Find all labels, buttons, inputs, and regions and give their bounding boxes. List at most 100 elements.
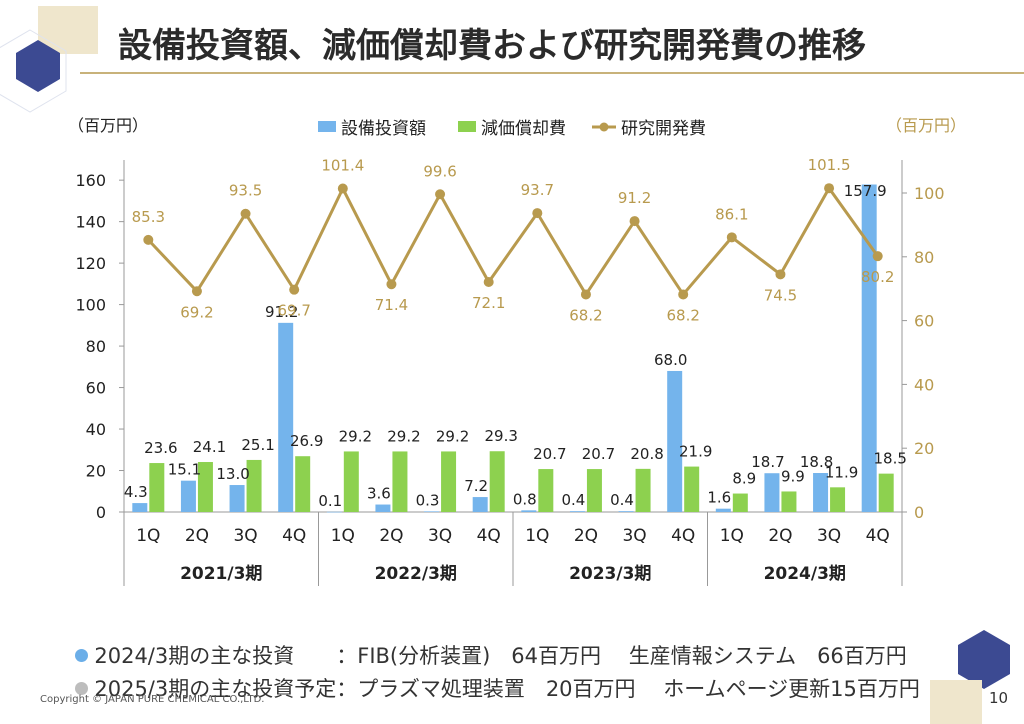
left-tick-label: 0 xyxy=(96,503,106,522)
rd-expense-point xyxy=(337,183,348,194)
x-tick-label: 1Q xyxy=(136,526,160,546)
left-tick-label: 140 xyxy=(75,213,106,232)
rd-expense-point xyxy=(435,189,446,200)
rd-expense-point xyxy=(191,286,202,297)
x-tick-label: 1Q xyxy=(331,526,355,546)
x-tick-label: 4Q xyxy=(477,526,501,546)
rd-expense-point xyxy=(289,284,300,295)
rd-expense-point xyxy=(678,289,689,300)
left-tick-label: 80 xyxy=(86,337,106,356)
bar-capex xyxy=(472,497,488,512)
capex-value-label: 4.3 xyxy=(124,483,148,501)
bar-capex xyxy=(813,473,829,512)
bar-depreciation xyxy=(878,473,894,512)
bar-depreciation xyxy=(489,451,505,512)
bullet-dot-icon xyxy=(75,649,89,662)
deco-navy-hexagon-2 xyxy=(958,630,1010,689)
bar-depreciation xyxy=(392,451,408,512)
bar-depreciation xyxy=(295,456,311,512)
bar-depreciation xyxy=(684,466,700,512)
right-tick-label: 20 xyxy=(914,439,934,458)
bar-depreciation xyxy=(343,451,359,512)
right-tick-label: 40 xyxy=(914,375,934,394)
combo-chart: 0 20 40 60 80 100 120 140 160 0 20 40 60 80 100 （百万円） （百… xyxy=(68,116,966,586)
depreciation-value-label: 25.1 xyxy=(241,436,274,454)
bullet-dot-icon xyxy=(75,682,89,695)
left-tick-label: 100 xyxy=(75,296,106,315)
rd-expense-point xyxy=(143,234,154,245)
rd-value-label: 71.4 xyxy=(375,296,408,314)
right-tick-label: 100 xyxy=(914,184,945,203)
corner-decoration-bottom-right xyxy=(930,630,1010,724)
x-tick-label: 1Q xyxy=(525,526,549,546)
right-tick-label: 0 xyxy=(914,503,924,522)
bar-capex xyxy=(618,511,634,512)
note-investment-plan-2025: 2025/3期の主な投資予定：プラズマ処理装置 20百万円 ホームページ更新15… xyxy=(62,649,920,703)
x-tick-label: 2Q xyxy=(574,526,598,546)
bar-depreciation xyxy=(586,469,602,512)
rd-expense-point xyxy=(580,289,591,300)
bar-capex xyxy=(326,511,342,513)
bar-capex xyxy=(667,370,683,512)
group-label: 2021/3期 xyxy=(180,564,262,584)
left-tick-label: 20 xyxy=(86,462,106,481)
note-investment-2024: 2024/3期の主な投資 ：FIB(分析装置) 64百万円 生産情報システム 6… xyxy=(62,616,907,670)
note-text: 2024/3期の主な投資 ：FIB(分析装置) 64百万円 生産情報システム 6… xyxy=(94,644,907,668)
rd-value-label: 91.2 xyxy=(618,189,651,207)
depreciation-value-label: 29.2 xyxy=(387,427,420,445)
deco-navy-hexagon xyxy=(16,40,60,92)
deco-outline-hexagon xyxy=(0,29,67,113)
rd-expense-point xyxy=(824,183,835,194)
right-tick-label: 80 xyxy=(914,248,934,267)
rd-expense-point xyxy=(240,208,251,219)
page-number: 10 xyxy=(989,689,1009,707)
capex-value-label: 91.2 xyxy=(265,303,298,321)
depreciation-value-label: 23.6 xyxy=(144,439,177,457)
x-tick-label: 3Q xyxy=(817,526,841,546)
bar-depreciation xyxy=(197,462,213,512)
depreciation-value-label: 11.9 xyxy=(825,463,858,481)
capex-value-label: 18.7 xyxy=(751,453,784,471)
group-label: 2024/3期 xyxy=(764,564,846,584)
x-tick-label: 1Q xyxy=(720,526,744,546)
left-unit-label: （百万円） xyxy=(68,116,148,135)
capex-value-label: 0.4 xyxy=(610,491,634,509)
x-tick-label: 4Q xyxy=(671,526,695,546)
page-title: 設備投資額、減価償却費および研究開発費の推移 xyxy=(118,26,866,66)
rd-expense-point xyxy=(483,277,494,288)
bar-capex xyxy=(521,510,537,512)
depreciation-value-label: 29.2 xyxy=(339,427,372,445)
capex-value-label: 1.6 xyxy=(707,489,731,507)
depreciation-value-label: 29.2 xyxy=(436,427,469,445)
bar-capex xyxy=(278,322,294,512)
x-tick-label: 4Q xyxy=(282,526,306,546)
bar-capex xyxy=(715,508,731,512)
rd-value-label: 101.4 xyxy=(321,157,364,175)
x-tick-label: 2Q xyxy=(768,526,792,546)
rd-value-label: 86.1 xyxy=(715,205,748,223)
rd-value-label: 93.5 xyxy=(229,182,262,200)
bar-depreciation xyxy=(635,468,651,512)
capex-value-label: 3.6 xyxy=(367,485,391,503)
rd-value-label: 69.7 xyxy=(277,302,310,320)
bar-capex xyxy=(764,473,780,512)
capex-value-label: 0.3 xyxy=(416,491,440,509)
bar-capex xyxy=(229,485,245,512)
note-text: 2025/3期の主な投資予定：プラズマ処理装置 20百万円 ホームページ更新15… xyxy=(94,677,920,701)
title-underline xyxy=(80,72,1024,74)
bar-depreciation xyxy=(781,491,797,512)
bar-depreciation xyxy=(830,487,846,512)
bar-capex xyxy=(180,480,196,512)
depreciation-value-label: 21.9 xyxy=(679,443,712,461)
depreciation-value-label: 18.5 xyxy=(873,450,906,468)
capex-value-label: 157.9 xyxy=(844,182,887,200)
rd-expense-point xyxy=(386,279,397,290)
depreciation-value-label: 20.7 xyxy=(533,445,566,463)
group-label: 2022/3期 xyxy=(375,564,457,584)
legend-label-1: 減価償却費 xyxy=(481,119,566,139)
deco-gold-square-2 xyxy=(930,680,982,724)
depreciation-value-label: 24.1 xyxy=(193,438,226,456)
rd-expense-line xyxy=(147,185,879,298)
rd-value-label: 85.3 xyxy=(132,208,165,226)
capex-value-label: 18.8 xyxy=(800,453,833,471)
